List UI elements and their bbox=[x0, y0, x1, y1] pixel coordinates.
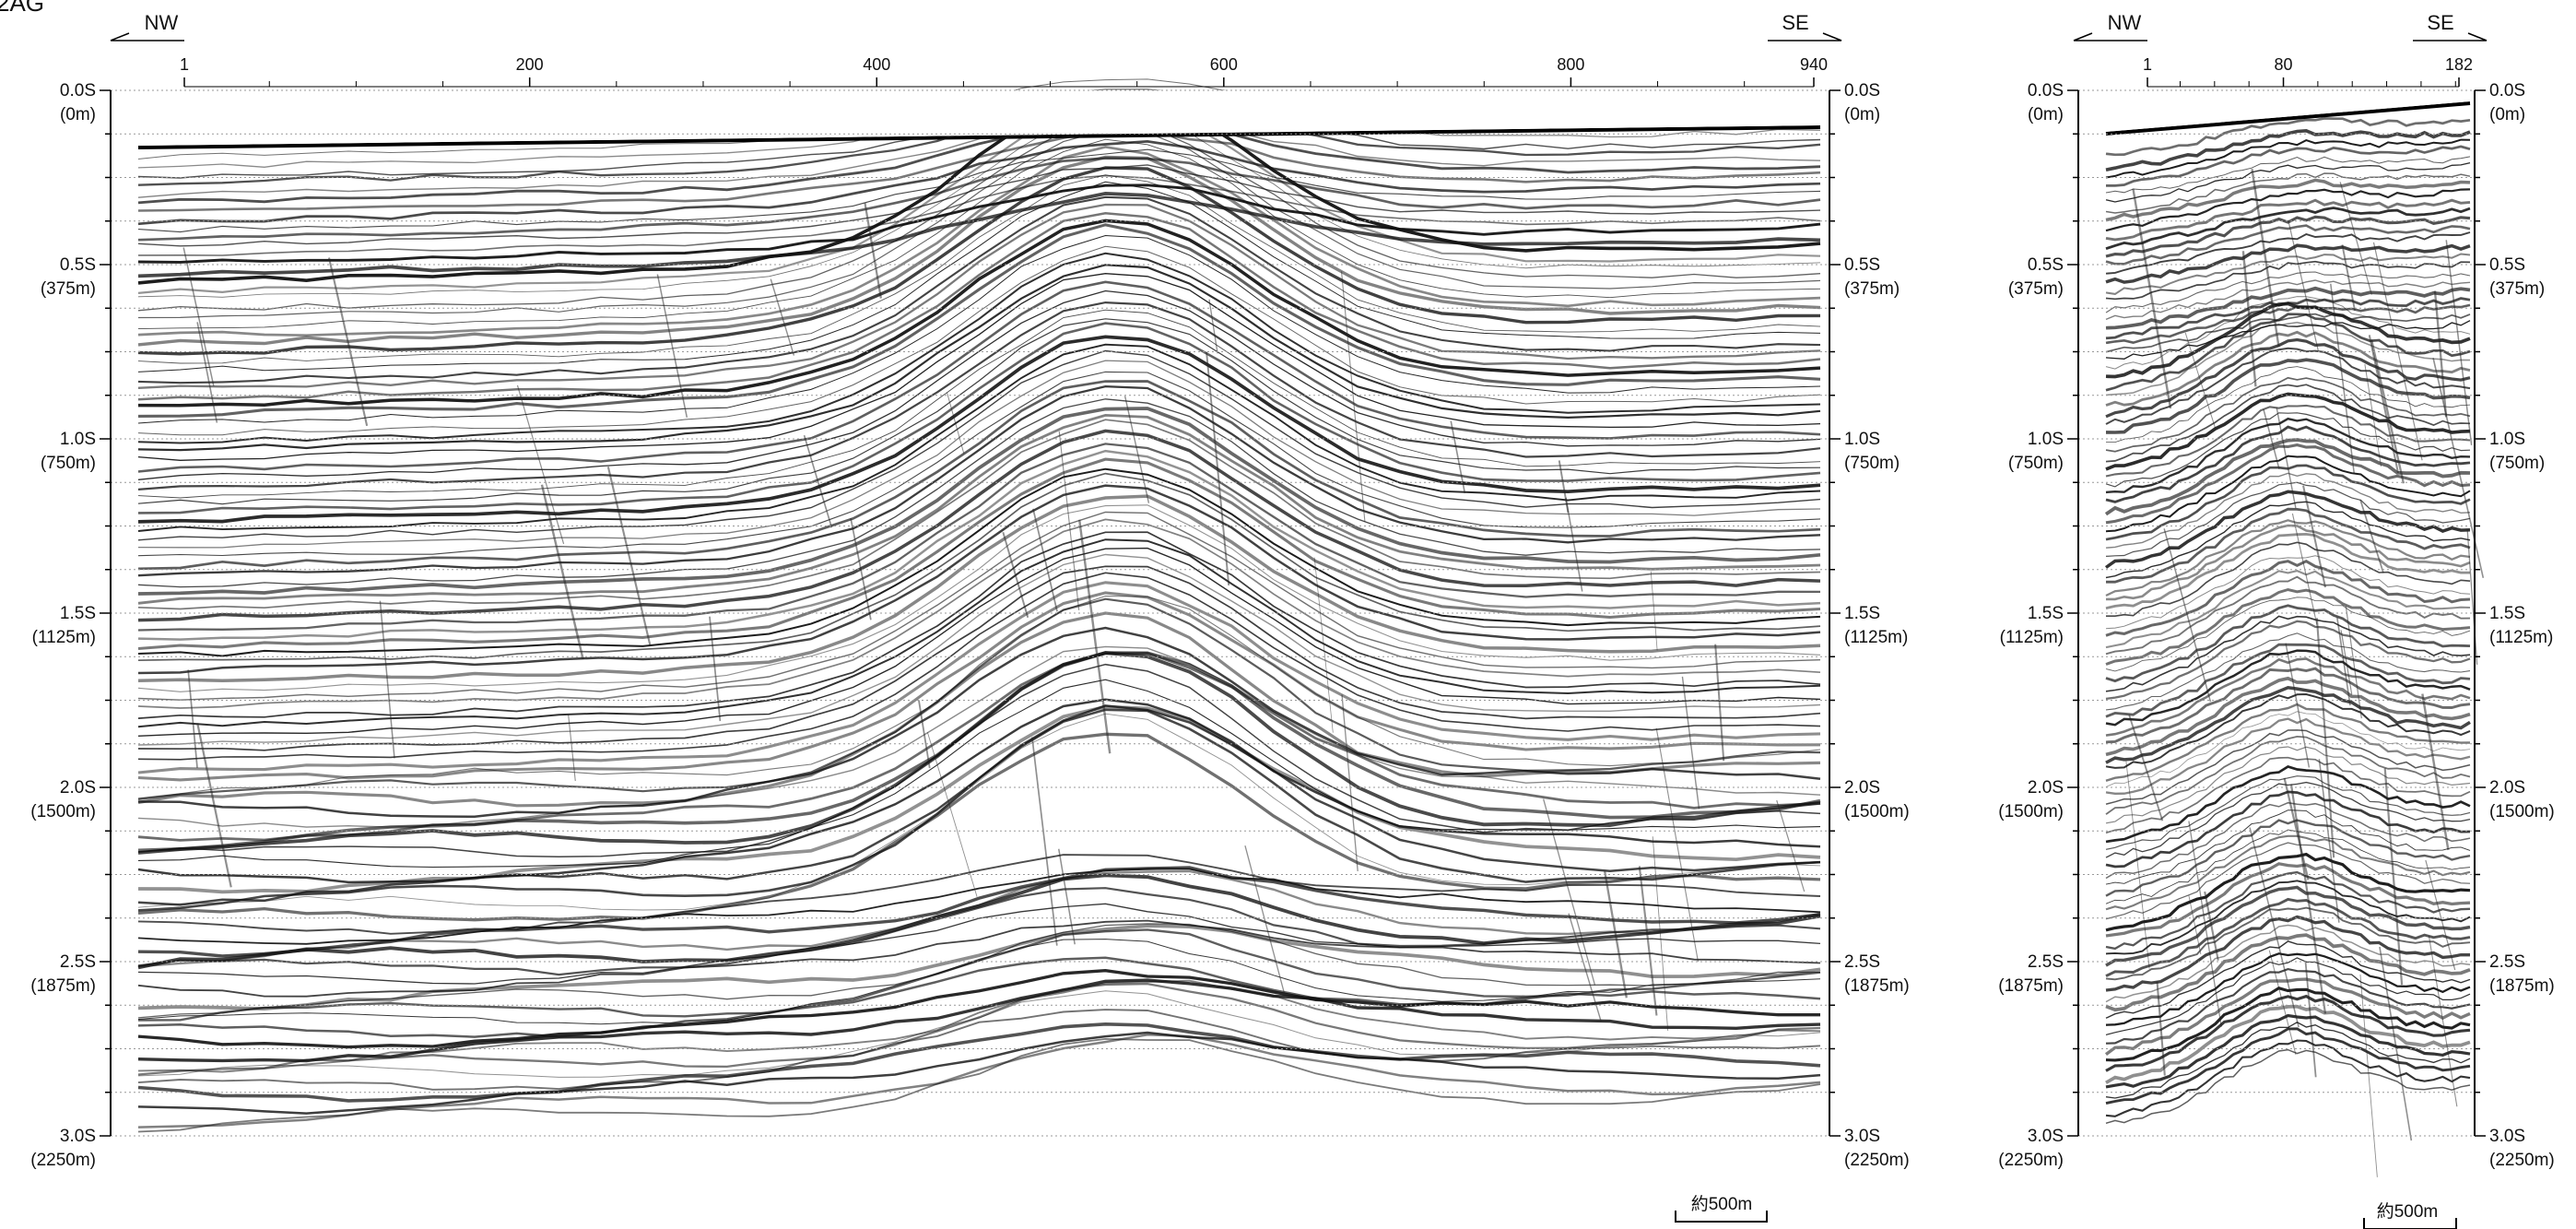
depth-tick-label: (0m) bbox=[2028, 105, 2064, 124]
time-tick-label: 1.5S bbox=[1844, 604, 1880, 623]
time-tick-label: 1.0S bbox=[2028, 430, 2064, 449]
time-tick-label: 3.0S bbox=[60, 1127, 96, 1146]
depth-tick-label: (375m) bbox=[2008, 279, 2064, 299]
cdp-tick-label: 80 bbox=[2275, 55, 2293, 74]
cdp-tick-label: 182 bbox=[2445, 55, 2473, 74]
time-tick-label: 0.0S bbox=[1844, 81, 1880, 100]
depth-tick-label: (0m) bbox=[2489, 105, 2525, 124]
time-tick-label: 2.5S bbox=[2028, 952, 2064, 972]
direction-arrow-right bbox=[2413, 32, 2488, 41]
cdp-tick-label: 940 bbox=[1800, 55, 1828, 74]
direction-arrow-left bbox=[2073, 32, 2147, 41]
depth-tick-label: (2250m) bbox=[1998, 1151, 2064, 1170]
direction-arrow-left bbox=[110, 32, 184, 41]
time-tick-label: 0.0S bbox=[2028, 81, 2064, 100]
cdp-tick-label: 600 bbox=[1210, 55, 1238, 74]
direction-label-right: SE bbox=[1782, 11, 1808, 34]
depth-tick-label: (375m) bbox=[2489, 279, 2545, 299]
time-tick-label: 0.5S bbox=[60, 255, 96, 275]
depth-tick-label: (375m) bbox=[1844, 279, 1900, 299]
depth-tick-label: (750m) bbox=[1844, 454, 1900, 473]
direction-label-right: SE bbox=[2427, 11, 2453, 34]
depth-tick-label: (2250m) bbox=[2489, 1151, 2555, 1170]
time-tick-label: 2.5S bbox=[2489, 952, 2525, 972]
depth-tick-label: (0m) bbox=[1844, 105, 1880, 124]
depth-tick-label: (2250m) bbox=[1844, 1151, 1910, 1170]
time-tick-label: 1.0S bbox=[2489, 430, 2525, 449]
depth-tick-label: (0m) bbox=[60, 105, 96, 124]
depth-tick-label: (1500m) bbox=[2489, 802, 2555, 821]
time-tick-label: 1.0S bbox=[1844, 430, 1880, 449]
depth-tick-label: (1125m) bbox=[2000, 628, 2064, 647]
cdp-tick-label: 800 bbox=[1557, 55, 1584, 74]
time-tick-label: 3.0S bbox=[2028, 1127, 2064, 1146]
time-tick-label: 0.0S bbox=[2489, 81, 2525, 100]
depth-tick-label: (1125m) bbox=[2489, 628, 2553, 647]
time-tick-label: 2.0S bbox=[60, 778, 96, 798]
depth-tick-label: (750m) bbox=[41, 454, 96, 473]
time-tick-label: 0.5S bbox=[2489, 255, 2525, 275]
cdp-tick-label: 1 bbox=[2143, 55, 2152, 74]
direction-label-left: NW bbox=[2108, 11, 2142, 34]
time-tick-label: 1.5S bbox=[60, 604, 96, 623]
time-tick-label: 1.0S bbox=[60, 430, 96, 449]
depth-tick-label: (1500m) bbox=[1998, 802, 2064, 821]
cdp-tick-label: 200 bbox=[516, 55, 544, 74]
time-tick-label: 2.0S bbox=[2489, 778, 2525, 798]
depth-tick-label: (1875m) bbox=[1844, 976, 1910, 996]
time-tick-label: 2.5S bbox=[1844, 952, 1880, 972]
seismic-section bbox=[137, 78, 1821, 1136]
cdp-tick-label: 400 bbox=[863, 55, 890, 74]
scale-bar-label: 約500m bbox=[2377, 1201, 2439, 1222]
seismic-section bbox=[2104, 90, 2485, 1177]
depth-tick-label: (750m) bbox=[2489, 454, 2545, 473]
depth-tick-label: (1500m) bbox=[30, 802, 96, 821]
time-tick-label: 0.5S bbox=[2028, 255, 2064, 275]
time-tick-label: 2.5S bbox=[60, 952, 96, 972]
depth-tick-label: (1875m) bbox=[30, 976, 96, 996]
depth-tick-label: (1875m) bbox=[1998, 976, 2064, 996]
time-tick-label: 1.5S bbox=[2489, 604, 2525, 623]
direction-label-left: NW bbox=[145, 11, 179, 34]
time-tick-label: 0.5S bbox=[1844, 255, 1880, 275]
scale-bar bbox=[1675, 1211, 1768, 1223]
time-tick-label: 0.0S bbox=[60, 81, 96, 100]
scale-bar-label: 約500m bbox=[1691, 1194, 1753, 1214]
corner-label: 2AG bbox=[0, 0, 44, 17]
depth-tick-label: (750m) bbox=[2008, 454, 2064, 473]
depth-tick-label: (375m) bbox=[41, 279, 96, 299]
main-section-panel: 0.0S (0m) 0.5S (375m) 1.0S (750m) 1.5S (1125m) 2… bbox=[30, 11, 1910, 1223]
depth-tick-label: (1875m) bbox=[2489, 976, 2555, 996]
depth-tick-label: (1500m) bbox=[1844, 802, 1910, 821]
scale-bar bbox=[2363, 1218, 2457, 1229]
cdp-tick-label: 1 bbox=[180, 55, 189, 74]
time-tick-label: 1.5S bbox=[2028, 604, 2064, 623]
depth-tick-label: (1125m) bbox=[1844, 628, 1908, 647]
time-tick-label: 2.0S bbox=[2028, 778, 2064, 798]
time-tick-label: 2.0S bbox=[1844, 778, 1880, 798]
short-section-panel: 0.0S (0m) 0.5S (375m) 1.0S (750m) 1.5S (1125m) 2… bbox=[1998, 11, 2555, 1229]
time-tick-label: 3.0S bbox=[2489, 1127, 2525, 1146]
depth-tick-label: (1125m) bbox=[32, 628, 96, 647]
depth-tick-label: (2250m) bbox=[30, 1151, 96, 1170]
direction-arrow-right bbox=[1768, 32, 1842, 41]
time-tick-label: 3.0S bbox=[1844, 1127, 1880, 1146]
